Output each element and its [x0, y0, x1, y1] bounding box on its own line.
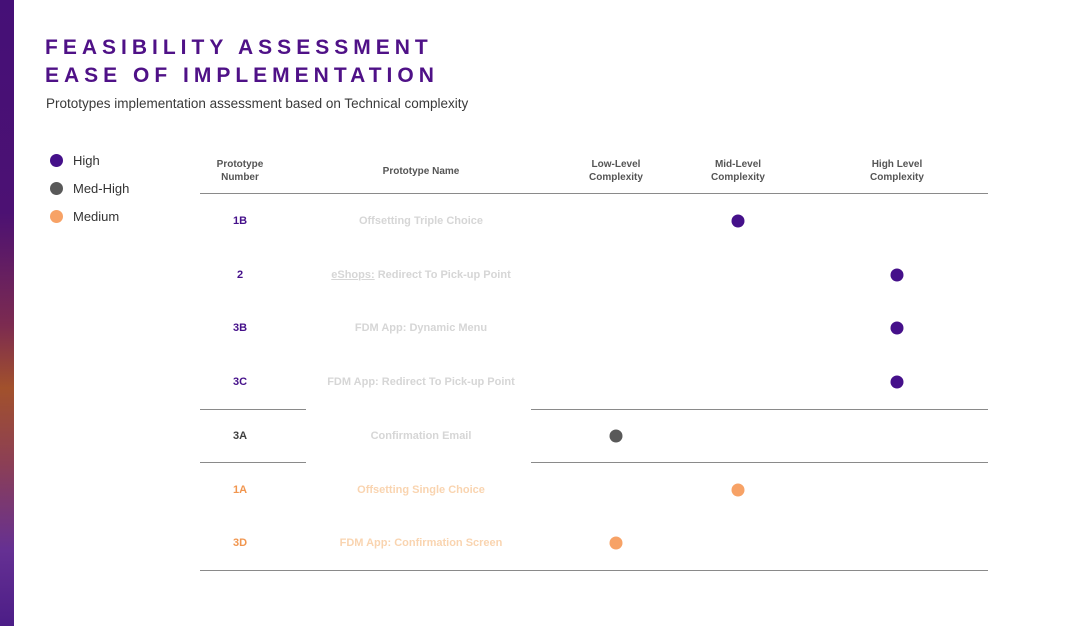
column-header-low-complexity: Low-Level Complexity	[589, 159, 643, 183]
legend-dot-icon	[50, 153, 63, 167]
legend: High Med-High Medium	[50, 146, 129, 230]
table-row: 2 eShops: Redirect To Pick-up Point	[200, 248, 988, 302]
group-divider-right	[531, 462, 988, 463]
column-header-prototype-name: Prototype Name	[382, 165, 460, 177]
page-title: FEASIBILITY ASSESSMENT EASE OF IMPLEMENT…	[45, 34, 439, 90]
prototype-name: Offsetting Single Choice	[357, 483, 485, 496]
bottom-divider	[200, 570, 988, 571]
complexity-dot-icon	[890, 375, 904, 389]
column-header-high-complexity: High Level Complexity	[870, 159, 924, 183]
prototype-number: 3B	[232, 322, 248, 335]
page-subtitle: Prototypes implementation assessment bas…	[46, 96, 469, 111]
page-title-line2: EASE OF IMPLEMENTATION	[45, 64, 439, 87]
prototype-number: 3A	[232, 429, 248, 442]
assessment-table: Prototype Number Prototype Name Low-Leve…	[200, 148, 988, 580]
prototype-number: 1B	[232, 215, 248, 227]
legend-item: Med-High	[50, 174, 129, 202]
prototype-number: 3D	[232, 537, 248, 550]
prototype-name: FDM App: Confirmation Screen	[339, 537, 503, 550]
header-divider	[200, 193, 988, 194]
column-header-prototype-number: Prototype Number	[216, 159, 264, 183]
group-divider-left	[200, 409, 306, 410]
legend-item: Medium	[50, 202, 129, 230]
legend-label: Med-High	[73, 180, 130, 196]
prototype-name: FDM App: Redirect To Pick-up Point	[327, 376, 515, 389]
complexity-dot-icon	[890, 268, 904, 282]
table-row: 1A Offsetting Single Choice	[200, 463, 988, 517]
table-row: 1B Offsetting Triple Choice	[200, 194, 988, 248]
prototype-name: Offsetting Triple Choice	[358, 215, 484, 227]
prototype-name: eShops: Redirect To Pick-up Point	[331, 268, 511, 281]
legend-dot-icon	[50, 181, 63, 195]
page-title-line1: FEASIBILITY ASSESSMENT	[45, 36, 433, 59]
table-row: 3B FDM App: Dynamic Menu	[200, 301, 988, 355]
complexity-dot-icon	[890, 321, 904, 335]
column-header-mid-complexity: Mid-Level Complexity	[711, 159, 765, 183]
prototype-name: FDM App: Dynamic Menu	[354, 322, 488, 335]
table-row: 3D FDM App: Confirmation Screen	[200, 516, 988, 570]
prototype-number: 3C	[232, 376, 248, 389]
prototype-number: 2	[236, 268, 244, 281]
prototype-name-link[interactable]: eShops:	[331, 268, 375, 281]
complexity-dot-icon	[731, 214, 745, 228]
group-divider-left	[200, 462, 306, 463]
legend-item: High	[50, 146, 129, 174]
complexity-dot-icon	[609, 536, 623, 550]
legend-label: Medium	[73, 208, 120, 224]
group-divider-right	[531, 409, 988, 410]
side-accent-bar	[0, 0, 14, 626]
legend-label: High	[73, 152, 100, 168]
table-row: 3A Confirmation Email	[200, 409, 988, 463]
complexity-dot-icon	[609, 429, 623, 443]
legend-dot-icon	[50, 209, 63, 223]
prototype-name: Confirmation Email	[370, 429, 472, 442]
complexity-dot-icon	[731, 483, 745, 496]
prototype-number: 1A	[232, 483, 248, 496]
table-row: 3C FDM App: Redirect To Pick-up Point	[200, 355, 988, 409]
